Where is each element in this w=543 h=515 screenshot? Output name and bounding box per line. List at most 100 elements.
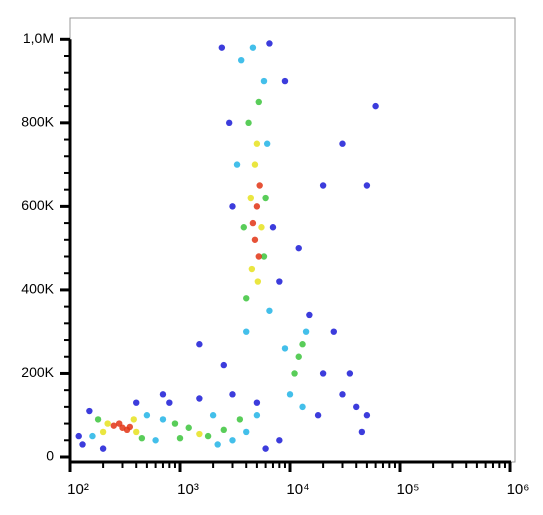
point bbox=[319, 182, 327, 189]
point bbox=[256, 182, 263, 189]
point bbox=[255, 98, 262, 106]
point bbox=[243, 428, 250, 436]
point bbox=[248, 265, 256, 273]
point bbox=[229, 391, 236, 398]
point bbox=[319, 370, 327, 377]
point bbox=[233, 161, 241, 168]
point bbox=[330, 328, 337, 335]
point bbox=[358, 428, 366, 436]
point bbox=[372, 102, 379, 110]
point bbox=[253, 399, 261, 406]
point bbox=[266, 40, 273, 47]
point bbox=[138, 434, 146, 442]
point bbox=[79, 441, 86, 448]
point bbox=[263, 140, 271, 147]
point bbox=[214, 441, 221, 448]
point bbox=[196, 341, 203, 348]
point bbox=[133, 399, 140, 406]
point bbox=[281, 345, 289, 352]
x-tick-label: 10² bbox=[67, 481, 89, 498]
point bbox=[99, 445, 107, 452]
point bbox=[281, 77, 289, 85]
point bbox=[251, 161, 259, 168]
point bbox=[185, 424, 192, 431]
point bbox=[314, 412, 322, 419]
point bbox=[253, 140, 261, 147]
point bbox=[99, 428, 107, 436]
x-tick-label: 10⁶ bbox=[507, 481, 530, 498]
point bbox=[295, 353, 302, 360]
point bbox=[255, 253, 262, 260]
point bbox=[89, 432, 96, 440]
point bbox=[243, 328, 250, 335]
point bbox=[251, 236, 259, 243]
point bbox=[104, 420, 111, 427]
point bbox=[299, 403, 306, 411]
point bbox=[204, 432, 212, 440]
y-tick-label: 800K bbox=[21, 114, 54, 130]
point bbox=[286, 391, 294, 398]
point bbox=[159, 416, 167, 423]
point bbox=[253, 203, 261, 210]
point bbox=[258, 224, 265, 231]
point bbox=[86, 407, 93, 415]
point bbox=[196, 395, 203, 402]
y-tick-label: 200K bbox=[21, 364, 54, 380]
point bbox=[130, 416, 137, 423]
point bbox=[276, 437, 283, 444]
point bbox=[209, 412, 217, 419]
point bbox=[260, 77, 268, 85]
point bbox=[229, 203, 236, 210]
point bbox=[126, 423, 134, 431]
point bbox=[220, 426, 227, 434]
point bbox=[110, 422, 117, 429]
x-tick-label: 10⁵ bbox=[397, 481, 420, 498]
y-tick-label: 600K bbox=[21, 197, 54, 213]
point bbox=[176, 434, 184, 442]
point bbox=[196, 430, 203, 438]
point bbox=[253, 412, 261, 419]
point bbox=[249, 219, 257, 227]
point bbox=[115, 420, 123, 427]
point bbox=[159, 391, 167, 398]
point bbox=[166, 399, 173, 406]
point bbox=[299, 341, 306, 348]
point bbox=[295, 244, 302, 252]
point bbox=[363, 412, 371, 419]
y-tick-label: 0 bbox=[46, 448, 54, 464]
point bbox=[306, 311, 313, 319]
x-tick-label: 10³ bbox=[177, 481, 199, 498]
point bbox=[220, 361, 227, 369]
point bbox=[240, 224, 247, 231]
point bbox=[302, 328, 310, 335]
point bbox=[339, 391, 346, 398]
point bbox=[236, 416, 244, 423]
point bbox=[260, 253, 268, 260]
point bbox=[243, 295, 250, 302]
point bbox=[247, 194, 254, 202]
point bbox=[339, 140, 346, 147]
point bbox=[229, 437, 236, 444]
point bbox=[143, 412, 151, 419]
point bbox=[266, 307, 273, 314]
point bbox=[353, 403, 360, 411]
point bbox=[75, 432, 82, 440]
point bbox=[363, 182, 371, 189]
point bbox=[171, 420, 179, 427]
y-tick-label: 400K bbox=[21, 281, 54, 297]
point bbox=[291, 370, 298, 377]
point bbox=[237, 56, 245, 64]
point bbox=[346, 370, 354, 377]
point bbox=[254, 278, 262, 285]
x-tick-label: 10⁴ bbox=[286, 481, 309, 498]
point bbox=[225, 119, 233, 127]
point bbox=[245, 119, 252, 127]
point bbox=[262, 445, 269, 452]
point bbox=[249, 44, 257, 51]
point bbox=[133, 428, 140, 436]
point bbox=[276, 278, 283, 285]
point bbox=[152, 437, 159, 444]
point bbox=[94, 416, 102, 423]
point bbox=[269, 224, 277, 231]
